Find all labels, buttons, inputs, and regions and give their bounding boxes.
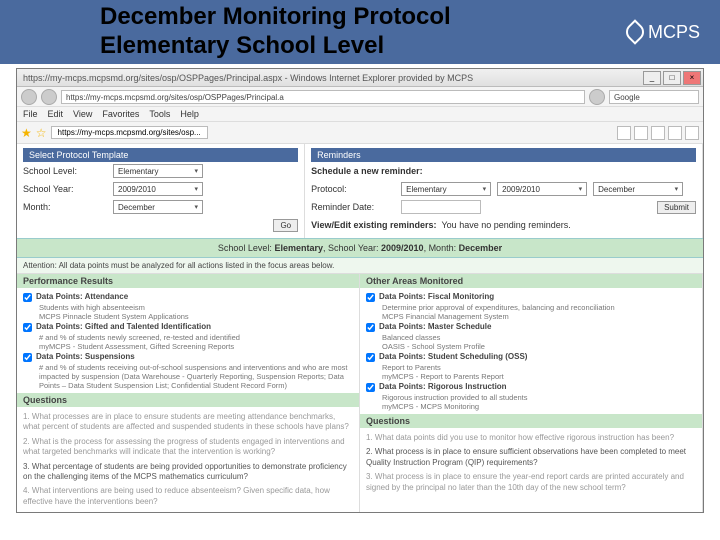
browser-window: https://my-mcps.mcpsmd.org/sites/osp/OSP… bbox=[16, 68, 704, 513]
dp-attendance-check[interactable] bbox=[23, 293, 32, 302]
reminder-date-input[interactable] bbox=[401, 200, 481, 214]
rq3: 3. What process is in place to ensure th… bbox=[366, 470, 696, 495]
rq2: 2. What process is in place to ensure su… bbox=[366, 445, 696, 470]
window-title: https://my-mcps.mcpsmd.org/sites/osp/OSP… bbox=[19, 73, 473, 83]
protocol-label: Protocol: bbox=[311, 184, 401, 194]
address-bar[interactable]: https://my-mcps.mcpsmd.org/sites/osp/OSP… bbox=[61, 90, 585, 104]
lq2: 2. What is the process for assessing the… bbox=[23, 435, 353, 460]
month-label: Month: bbox=[23, 202, 113, 212]
home-icon[interactable] bbox=[617, 126, 631, 140]
right-col-head: Other Areas Monitored bbox=[360, 274, 702, 288]
dp-rigorous-check[interactable] bbox=[366, 383, 375, 392]
attention-note: Attention: All data points must be analy… bbox=[17, 258, 703, 273]
minimize-button[interactable]: _ bbox=[643, 71, 661, 85]
print-icon[interactable] bbox=[651, 126, 665, 140]
page-title: December Monitoring Protocol Elementary … bbox=[100, 3, 451, 61]
left-q-head: Questions bbox=[17, 393, 359, 407]
title-line-2: Elementary School Level bbox=[100, 32, 451, 61]
month-select[interactable]: December bbox=[113, 200, 203, 214]
forward-button[interactable] bbox=[41, 89, 57, 105]
left-col-head: Performance Results bbox=[17, 274, 359, 288]
feeds-icon[interactable] bbox=[634, 126, 648, 140]
mcps-logo: MCPS bbox=[626, 22, 700, 43]
left-column: Performance Results Data Points: Attenda… bbox=[17, 274, 360, 512]
toolbar: ★ ☆ https://my-mcps.mcpsmd.org/sites/osp… bbox=[17, 122, 703, 144]
school-year-select[interactable]: 2009/2010 bbox=[113, 182, 203, 196]
back-button[interactable] bbox=[21, 89, 37, 105]
school-level-select[interactable]: Elementary bbox=[113, 164, 203, 178]
slide-header: December Monitoring Protocol Elementary … bbox=[0, 0, 720, 64]
refresh-button[interactable] bbox=[589, 89, 605, 105]
search-box[interactable]: Google bbox=[609, 90, 699, 104]
dp-gifted-check[interactable] bbox=[23, 323, 32, 332]
protocol-select[interactable]: Elementary bbox=[401, 182, 491, 196]
top-panels: Select Protocol Template School Level:El… bbox=[17, 144, 703, 238]
right-column: Other Areas Monitored Data Points: Fisca… bbox=[360, 274, 703, 512]
reminder-month-select[interactable]: December bbox=[593, 182, 683, 196]
dp-sched: Data Points: Student Scheduling (OSS) bbox=[379, 352, 527, 361]
window-titlebar: https://my-mcps.mcpsmd.org/sites/osp/OSP… bbox=[17, 69, 703, 87]
window-controls: _ □ × bbox=[643, 71, 701, 85]
reminder-date-label: Reminder Date: bbox=[311, 202, 401, 212]
favorites-icon[interactable]: ★ bbox=[21, 126, 32, 140]
menu-edit[interactable]: Edit bbox=[48, 109, 64, 119]
dp-sched-check[interactable] bbox=[366, 353, 375, 362]
dp-fiscal-check[interactable] bbox=[366, 293, 375, 302]
dp-master: Data Points: Master Schedule bbox=[379, 322, 491, 331]
address-row: https://my-mcps.mcpsmd.org/sites/osp/OSP… bbox=[17, 87, 703, 107]
menu-view[interactable]: View bbox=[73, 109, 92, 119]
lq1: 1. What processes are in place to ensure… bbox=[23, 410, 353, 435]
page-icon[interactable] bbox=[668, 126, 682, 140]
view-reminders-label: View/Edit existing reminders: bbox=[311, 220, 436, 230]
close-button[interactable]: × bbox=[683, 71, 701, 85]
context-strip: School Level: Elementary, School Year: 2… bbox=[17, 238, 703, 258]
go-button[interactable]: Go bbox=[273, 219, 298, 232]
rq1: 1. What data points did you use to monit… bbox=[366, 431, 696, 445]
add-favorite-icon[interactable]: ☆ bbox=[36, 126, 47, 140]
menu-favorites[interactable]: Favorites bbox=[102, 109, 139, 119]
right-q-head: Questions bbox=[360, 414, 702, 428]
panel-head-left: Select Protocol Template bbox=[23, 148, 298, 162]
dp-gifted: Data Points: Gifted and Talented Identif… bbox=[36, 322, 211, 331]
logo-text: MCPS bbox=[648, 22, 700, 43]
main-grid: Performance Results Data Points: Attenda… bbox=[17, 273, 703, 512]
dp-attendance: Data Points: Attendance bbox=[36, 292, 128, 301]
school-year-label: School Year: bbox=[23, 184, 113, 194]
menu-help[interactable]: Help bbox=[180, 109, 199, 119]
panel-head-right: Reminders bbox=[311, 148, 696, 162]
toolbar-right bbox=[617, 126, 699, 140]
dp-master-check[interactable] bbox=[366, 323, 375, 332]
lq4: 4. What interventions are being used to … bbox=[23, 484, 353, 509]
school-level-label: School Level: bbox=[23, 166, 113, 176]
menu-tools[interactable]: Tools bbox=[149, 109, 170, 119]
dp-suspensions: Data Points: Suspensions bbox=[36, 352, 135, 361]
leaf-icon bbox=[622, 19, 647, 44]
reminder-year-select[interactable]: 2009/2010 bbox=[497, 182, 587, 196]
browser-tab[interactable]: https://my-mcps.mcpsmd.org/sites/osp... bbox=[51, 126, 208, 139]
maximize-button[interactable]: □ bbox=[663, 71, 681, 85]
no-reminders-text: You have no pending reminders. bbox=[442, 220, 571, 230]
submit-button[interactable]: Submit bbox=[657, 201, 696, 214]
dp-fiscal: Data Points: Fiscal Monitoring bbox=[379, 292, 494, 301]
schedule-label: Schedule a new reminder: bbox=[311, 166, 423, 176]
page-content: Select Protocol Template School Level:El… bbox=[17, 144, 703, 512]
dp-rigorous: Data Points: Rigorous Instruction bbox=[379, 382, 507, 391]
menu-bar: File Edit View Favorites Tools Help bbox=[17, 107, 703, 122]
dp-suspensions-check[interactable] bbox=[23, 353, 32, 362]
lq3: 3. What percentage of students are being… bbox=[23, 460, 353, 485]
menu-file[interactable]: File bbox=[23, 109, 38, 119]
tools-icon[interactable] bbox=[685, 126, 699, 140]
title-line-1: December Monitoring Protocol bbox=[100, 3, 451, 32]
